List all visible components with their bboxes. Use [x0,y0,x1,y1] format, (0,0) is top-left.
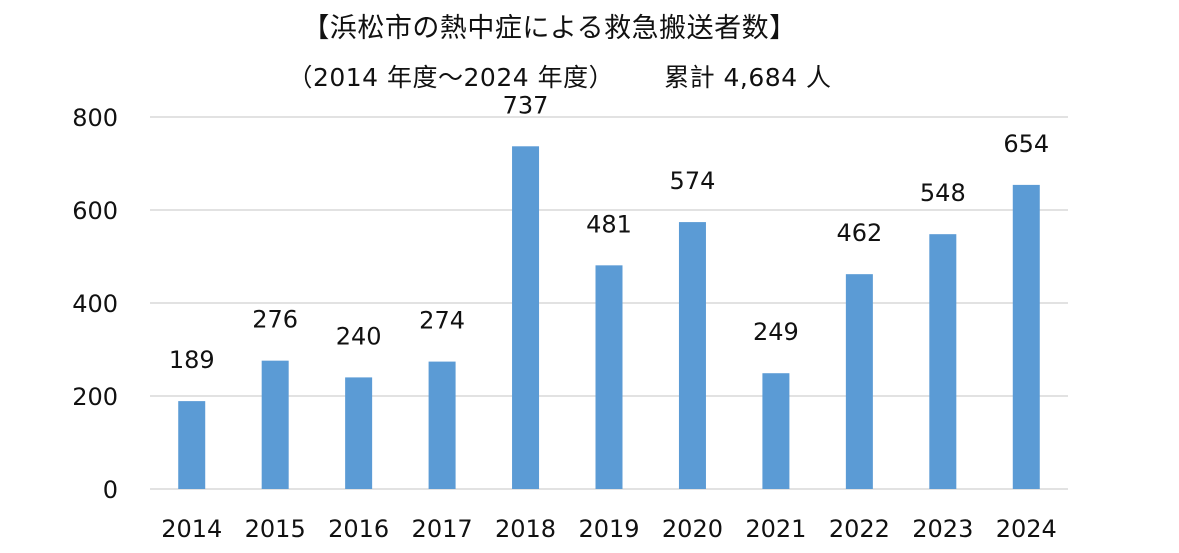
bar [178,401,206,489]
bar [678,222,706,489]
bar [345,377,373,489]
bar [512,146,540,490]
chart-title: 【浜松市の熱中症による救急搬送者数】 [302,13,797,44]
data-label: 481 [586,210,632,238]
chart-subtitle: （2014 年度～2024 年度） 累計 4,684 人 [0,58,1149,94]
x-tick-label: 2017 [412,515,473,543]
x-axis-tick-labels: 2014 2015 2016 2017 2018 2019 2020 2021 2022 2023… [161,515,1057,543]
y-tick-label: 800 [72,104,118,132]
bar [762,373,790,489]
bar [1012,184,1040,489]
y-tick-label: 400 [72,290,118,318]
x-tick-label: 2021 [745,515,806,543]
data-label: 737 [503,91,549,119]
data-label: 276 [252,306,298,334]
data-label: 189 [169,346,215,374]
y-tick-label: 200 [72,383,118,411]
x-tick-label: 2020 [662,515,723,543]
x-tick-label: 2016 [328,515,389,543]
bar [845,274,873,489]
y-tick-label: 600 [72,197,118,225]
data-labels: 189 276 240 274 737 481 574 249 462 548 654 [169,91,1049,374]
x-tick-label: 2018 [495,515,556,543]
data-label: 240 [336,322,382,350]
y-axis-tick-labels: 0 200 400 600 800 [72,104,118,504]
data-label: 249 [753,318,799,346]
data-label: 462 [836,219,882,247]
bar [261,360,289,489]
subtitle-period: （2014 年度～2024 年度） [287,63,615,92]
bar [428,361,456,489]
data-label: 654 [1003,130,1049,158]
subtitle-total: 累計 4,684 人 [664,63,832,92]
x-tick-label: 2014 [161,515,222,543]
y-tick-label: 0 [103,476,118,504]
data-label: 574 [670,167,716,195]
x-tick-label: 2024 [996,515,1057,543]
bar [929,234,957,489]
x-tick-label: 2023 [912,515,973,543]
data-label: 274 [419,307,465,335]
gridlines [150,116,1068,490]
x-tick-label: 2019 [578,515,639,543]
x-tick-label: 2022 [829,515,890,543]
x-tick-label: 2015 [245,515,306,543]
data-label: 548 [920,179,966,207]
bar [595,265,623,489]
bars [178,146,1040,490]
